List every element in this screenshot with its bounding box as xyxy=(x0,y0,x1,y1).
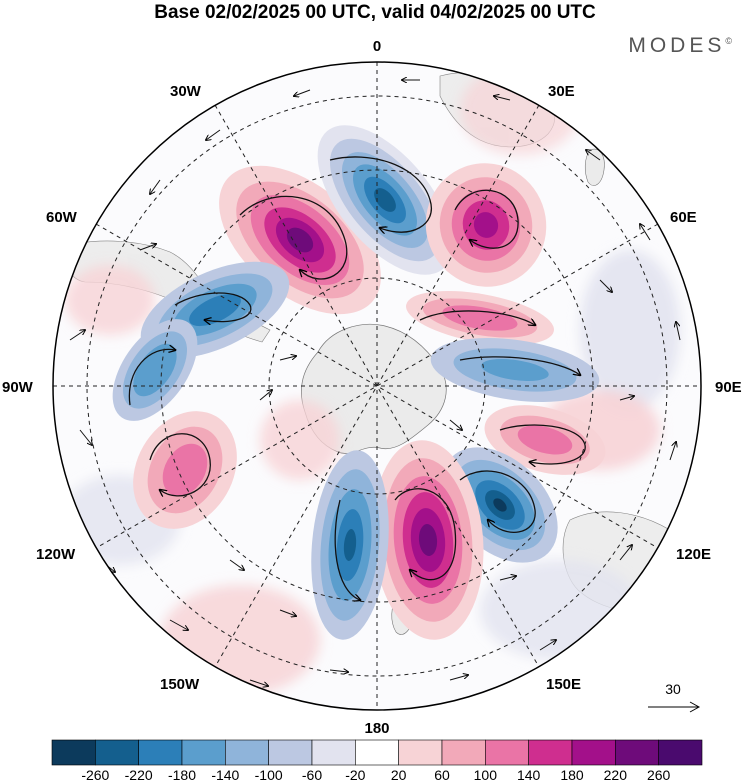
copyright-mark: © xyxy=(725,36,732,46)
colorbar-tick-label: 260 xyxy=(647,767,671,783)
colorbar-swatch xyxy=(528,739,573,766)
colorbar-swatch xyxy=(181,739,226,766)
wind-vectors xyxy=(69,80,681,686)
colorbar-swatch xyxy=(615,739,659,766)
colorbar-swatch xyxy=(571,739,616,766)
colorbar-swatch xyxy=(268,739,313,766)
colorbar-tick-label: 140 xyxy=(517,767,541,783)
lon-label-150w: 150W xyxy=(160,676,200,693)
lon-label-60w: 60W xyxy=(46,209,78,226)
colorbar-swatch xyxy=(485,739,529,766)
lon-label-180: 180 xyxy=(364,720,389,737)
colorbar-swatch xyxy=(138,739,183,766)
positive-anomaly-center xyxy=(425,163,547,287)
lon-label-90e: 90E xyxy=(715,379,742,396)
lon-label-60e: 60E xyxy=(670,209,697,226)
lon-label-150e: 150E xyxy=(546,676,581,693)
map-boundary xyxy=(52,61,702,711)
colorbar-swatch xyxy=(51,739,96,766)
map-disc xyxy=(53,62,701,710)
anomaly-centers xyxy=(112,125,606,640)
arrow-head-icon xyxy=(689,701,701,713)
lon-label-30w: 30W xyxy=(170,83,202,100)
colorbar-tick-label: 60 xyxy=(434,767,450,783)
colorbar-tick-label: -220 xyxy=(125,767,153,783)
positive-anomaly-center xyxy=(372,440,484,640)
brand-text: MODES xyxy=(628,34,726,57)
colorbar-tick-label: -60 xyxy=(302,767,322,783)
colorbar: -260 -220 -180 -140 -100 -60 -20 20 60 100 140 180 2… xyxy=(51,739,703,783)
colorbar-tick-label: 100 xyxy=(474,767,498,783)
colorbar-tick-label: -20 xyxy=(345,767,365,783)
figure-title: Base 02/02/2025 00 UTC, valid 04/02/2025… xyxy=(154,2,596,23)
colorbar-swatch xyxy=(311,739,356,766)
colorbar-swatch xyxy=(225,739,269,766)
colorbar-tick-label: -260 xyxy=(81,767,109,783)
graticule xyxy=(53,62,701,710)
wind-reference-vector: 30 xyxy=(648,681,701,713)
colorbar-tick-label: 220 xyxy=(604,767,628,783)
colorbar-tick-label: -180 xyxy=(168,767,196,783)
colorbar-tick-label: -140 xyxy=(211,767,239,783)
colorbar-swatch xyxy=(398,739,443,766)
colorbar-swatch xyxy=(355,739,399,766)
wind-reference-label: 30 xyxy=(665,681,681,697)
colorbar-tick-label: -100 xyxy=(255,767,283,783)
lon-label-120e: 120E xyxy=(676,546,711,563)
lon-label-120w: 120W xyxy=(36,546,76,563)
modes-logo: MODES© xyxy=(628,34,732,58)
positive-anomaly-center xyxy=(484,405,606,475)
positive-anomaly-center xyxy=(406,291,554,345)
colorbar-tick-label: 180 xyxy=(560,767,584,783)
lon-label-30e: 30E xyxy=(548,83,575,100)
colorbar-swatch xyxy=(95,739,139,766)
colorbar-tick-label: 20 xyxy=(391,767,407,783)
lon-label-90w: 90W xyxy=(2,379,34,396)
colorbar-swatch xyxy=(441,739,486,766)
lon-label-0: 0 xyxy=(373,38,381,55)
colorbar-swatch xyxy=(658,739,703,766)
